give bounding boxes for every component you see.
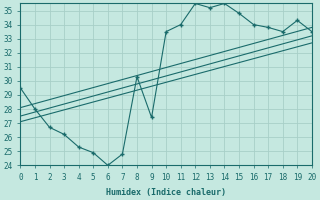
X-axis label: Humidex (Indice chaleur): Humidex (Indice chaleur) <box>106 188 226 197</box>
